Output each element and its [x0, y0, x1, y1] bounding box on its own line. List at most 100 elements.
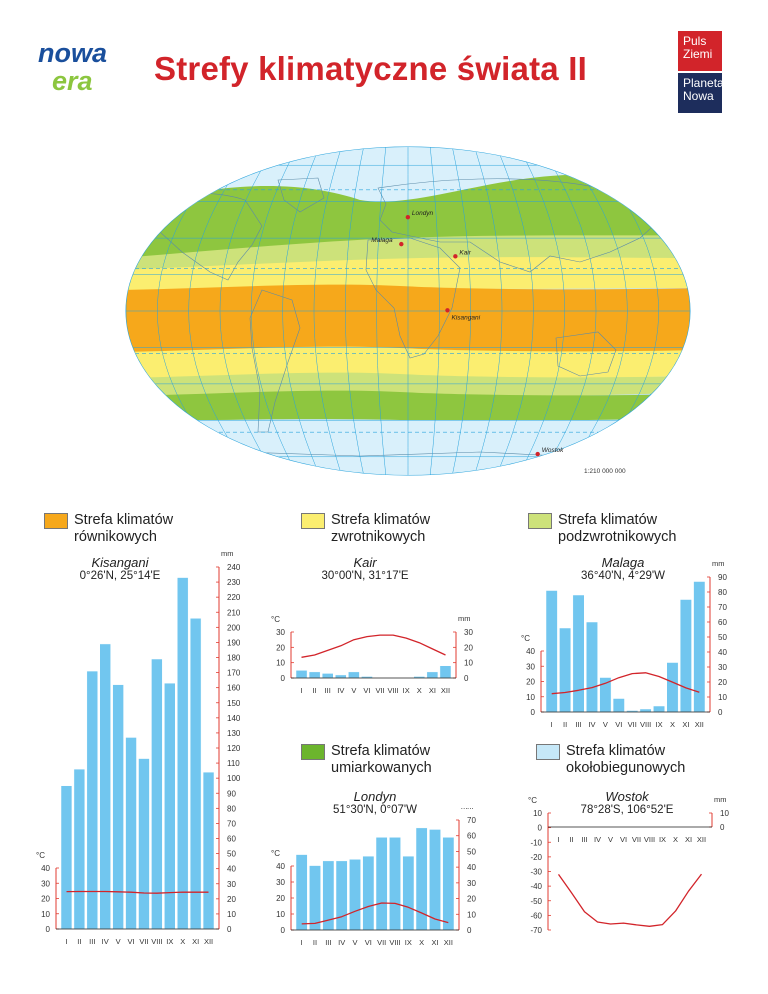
month-label-malaga-VIII: VIII: [640, 720, 651, 729]
precip-bar-kair-II: [308, 671, 321, 679]
precip-bar-malaga-IX: [653, 705, 665, 713]
precip-tick-label-kisangani: 150: [227, 699, 240, 708]
station-name-kair: Kair: [353, 555, 377, 570]
precip-tick-label-kisangani: 120: [227, 744, 240, 753]
month-label-londyn-V: V: [352, 938, 357, 947]
month-label-wostok-I: I: [557, 835, 559, 844]
legend-zwrotnikowe-line1: Strefa klimatów: [331, 512, 431, 528]
month-label-londyn-IX: IX: [405, 938, 412, 947]
precip-unit-londyn: mm: [461, 808, 474, 811]
temp-tick-label-kair: 10: [276, 659, 285, 668]
precip-tick-label-kair: 30: [464, 628, 473, 637]
month-label-londyn-VIII: VIII: [389, 938, 400, 947]
month-label-kisangani-VIII: VIII: [151, 937, 162, 946]
month-label-londyn-II: II: [313, 938, 317, 947]
temp-tick-label-londyn: 10: [276, 910, 285, 919]
logo-word-nowa: nowa: [38, 38, 107, 68]
month-label-kisangani-II: II: [77, 937, 81, 946]
month-label-malaga-I: I: [551, 720, 553, 729]
legend-swatch-rownikowe: [44, 513, 68, 529]
station-coord-malaga: 36°40'N, 4°29'W: [581, 570, 665, 582]
precip-bar-kair-IV: [335, 674, 347, 679]
precip-bar-kisangani-XI: [189, 618, 202, 930]
precip-tick-label-kisangani: 220: [227, 593, 240, 602]
month-label-kair-XII: XII: [441, 686, 450, 695]
month-label-wostok-V: V: [608, 835, 613, 844]
precip-bar-londyn-IV: [335, 860, 348, 931]
precip-tick-label-kisangani: 200: [227, 623, 240, 632]
month-label-londyn-VII: VII: [377, 938, 386, 947]
legend-podzwrotnikowe: Strefa klimatów podzwrotnikowych: [528, 512, 676, 546]
zone-equatorial: [126, 284, 690, 354]
precip-bar-malaga-VI: [612, 698, 625, 713]
precip-bar-kisangani-II: [73, 768, 86, 930]
station-name-kisangani: Kisangani: [91, 555, 149, 570]
month-label-kisangani-V: V: [116, 937, 121, 946]
precip-bar-londyn-VIII: [389, 837, 401, 931]
month-label-londyn-IV: IV: [338, 938, 345, 947]
precip-tick-label-wostok: 0: [720, 823, 725, 832]
precip-bar-malaga-IV: [586, 621, 598, 713]
temp-tick-label-kisangani: 30: [41, 879, 50, 888]
legend-umiarkowane-line2: umiarkowanych: [331, 760, 432, 776]
precip-tick-label-kisangani: 100: [227, 774, 240, 783]
month-label-kair-IX: IX: [403, 686, 410, 695]
world-climate-map: Londyn Malaga Kair Kisangani Wostok 1:210 00…: [125, 146, 691, 476]
month-label-kair-III: III: [325, 686, 331, 695]
temp-tick-label-londyn: 0: [281, 926, 286, 935]
map-meridian: [540, 147, 597, 475]
map-meridian: [562, 147, 628, 475]
precip-tick-label-malaga: 20: [718, 678, 727, 687]
temp-line-kisangani: [66, 890, 209, 894]
logo-word-era: era: [52, 66, 93, 96]
precip-tick-label-kisangani: 160: [227, 684, 240, 693]
month-label-londyn-XII: XII: [444, 938, 453, 947]
precip-bar-londyn-XI: [429, 829, 441, 931]
month-label-malaga-X: X: [670, 720, 675, 729]
precip-tick-label-kisangani: 110: [227, 759, 240, 768]
precip-tick-label-kair: 20: [464, 643, 473, 652]
month-label-kisangani-IX: IX: [166, 937, 173, 946]
precip-bar-kair-V: [348, 671, 360, 679]
nowa-era-logo: nowa era: [38, 38, 107, 96]
map-city-label-kisangani: Kisangani: [451, 314, 480, 321]
legend-swatch-zwrotnikowe: [301, 513, 325, 529]
precip-bar-kisangani-X: [177, 577, 189, 930]
precip-tick-label-kisangani: 190: [227, 638, 240, 647]
map-city-label-londyn: Londyn: [412, 210, 434, 217]
puls-ziemi-line1: Puls: [683, 34, 707, 48]
temp-tick-label-kair: 20: [276, 643, 285, 652]
precip-tick-label-londyn: 30: [467, 879, 476, 888]
map-meridian: [251, 147, 298, 475]
puls-ziemi-badge: Puls Ziemi: [678, 31, 722, 71]
month-label-wostok-IX: IX: [659, 835, 666, 844]
temp-tick-label-wostok: 0: [538, 824, 543, 833]
month-label-londyn-XI: XI: [431, 938, 438, 947]
precip-tick-label-malaga: 0: [718, 708, 723, 717]
precip-bar-londyn-I: [295, 854, 308, 931]
precip-bar-malaga-XII: [693, 581, 706, 713]
temp-unit-malaga: °C: [521, 634, 530, 643]
land-australia: [555, 331, 617, 377]
month-label-kair-X: X: [417, 686, 422, 695]
temp-unit-kair: °C: [271, 615, 280, 624]
month-label-wostok-XI: XI: [685, 835, 692, 844]
month-label-malaga-IX: IX: [655, 720, 662, 729]
temp-unit-kisangani: °C: [36, 851, 45, 860]
map-graticule: [126, 147, 690, 475]
precip-tick-label-wostok: 10: [720, 809, 729, 818]
map-meridian: [345, 147, 364, 475]
temp-tick-label-wostok: -10: [530, 838, 542, 847]
precip-bar-kair-I: [295, 670, 308, 679]
month-label-kisangani-X: X: [180, 937, 185, 946]
legend-okolobiegunowe-line2: okołobiegunowych: [566, 760, 686, 776]
precip-tick-label-londyn: 10: [467, 910, 476, 919]
precip-tick-label-kisangani: 210: [227, 608, 240, 617]
month-label-londyn-I: I: [301, 938, 303, 947]
precip-tick-label-kisangani: 50: [227, 850, 236, 859]
precip-bar-kisangani-VII: [138, 758, 150, 930]
legend-umiarkowane-line1: Strefa klimatów: [331, 743, 431, 759]
month-label-kair-V: V: [351, 686, 356, 695]
